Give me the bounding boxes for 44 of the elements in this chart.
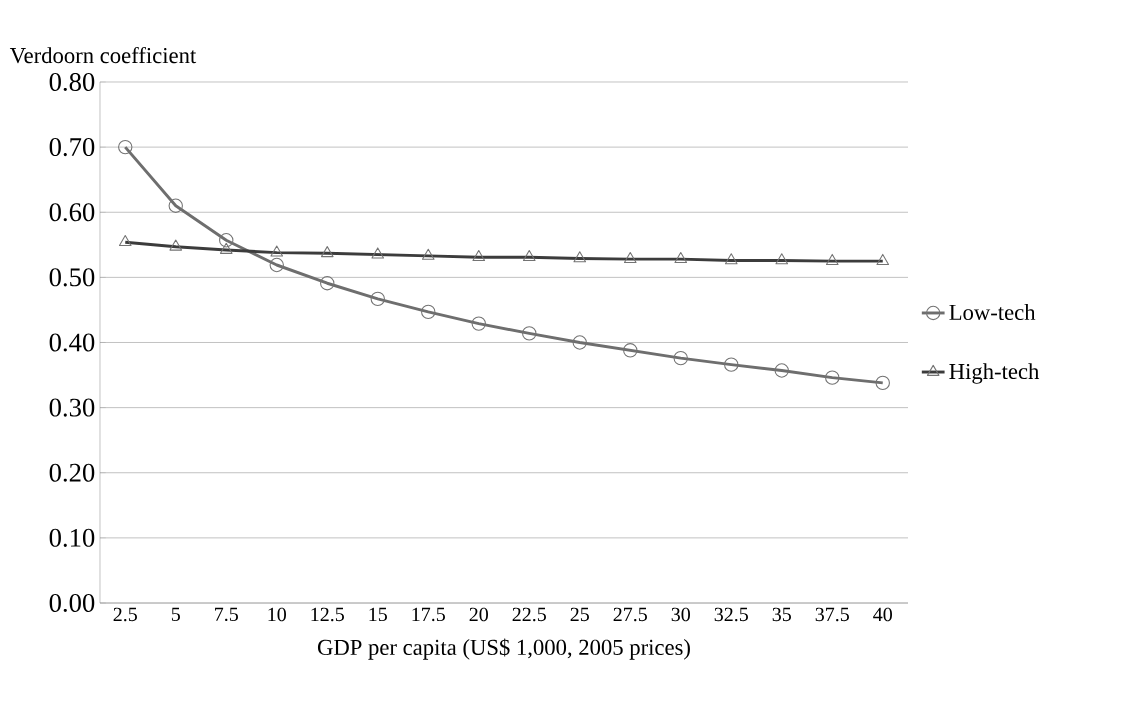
point [522,326,537,341]
x-tick-label: 20 [469,607,488,622]
point [724,357,739,372]
x-tick-label: 30 [671,607,690,622]
point [825,370,840,385]
point [421,304,436,320]
legend-label: High-tech [949,363,1040,384]
x-tick-label: 5 [171,607,180,621]
point [219,233,234,248]
y-tick-label: 0.20 [49,463,95,482]
x-tick-label: 25 [570,607,589,622]
y-tick-label: 0.80 [49,72,95,92]
y-axis-title: Verdoorn coefficient [9,46,197,64]
x-tick-label: 10 [268,607,286,622]
point [471,316,486,331]
x-tick-label: 37.5 [815,607,849,622]
point [774,363,789,378]
point [572,335,587,350]
y-tick-label: 0.10 [49,528,95,547]
point [875,375,890,391]
point [269,257,284,273]
x-tick-label: 17.5 [412,607,445,622]
y-tick-label: 0.30 [49,398,95,417]
point [673,350,688,366]
x-tick-label: 15 [369,607,387,622]
x-tick-label: 35 [772,607,791,622]
x-tick-label: 22.5 [512,607,546,622]
legend-label: Low-tech [949,304,1036,321]
y-tick-label: 0.00 [49,593,95,613]
point [320,276,335,291]
y-tick-label: 0.70 [49,138,95,157]
x-tick-label: 7.5 [215,607,238,622]
y-tick-label: 0.40 [49,333,95,352]
x-tick-label: 12.5 [311,607,344,622]
point [370,291,385,307]
point [168,198,183,213]
x-tick-label: 32.5 [714,607,748,622]
x-tick-label: 2.5 [113,607,137,622]
y-tick-label: 0.60 [49,203,95,222]
x-tick-label: 40 [873,607,892,622]
point [623,343,638,358]
y-tick-label: 0.50 [49,268,95,287]
x-axis-title: GDP per capita (US$ 1,000, 2005 prices) [317,638,690,660]
x-tick-label: 27.5 [613,607,647,622]
